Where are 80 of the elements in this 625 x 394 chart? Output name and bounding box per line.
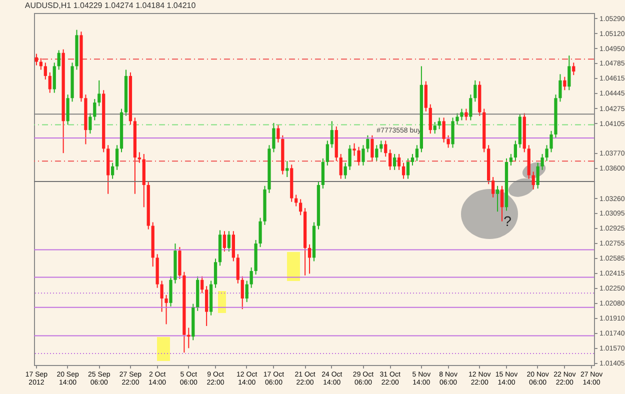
candlestick (245, 280, 248, 303)
candlestick (57, 50, 60, 70)
candlestick (532, 171, 535, 190)
candlestick (352, 142, 356, 156)
candlestick (375, 144, 378, 162)
candlestick (98, 80, 101, 107)
candlestick (276, 124, 280, 143)
candlestick (250, 266, 253, 288)
candlestick (321, 158, 325, 190)
candlestick (545, 144, 548, 162)
candlestick (410, 153, 414, 166)
candlestick (572, 62, 576, 76)
candlestick (496, 185, 500, 212)
candlestick (232, 230, 235, 262)
candlestick (464, 108, 468, 121)
candlestick (370, 134, 374, 162)
candlestick (348, 144, 352, 170)
candlestick (88, 112, 92, 134)
candlestick (52, 62, 56, 94)
annotation: ? (502, 212, 512, 231)
candlestick (424, 80, 428, 112)
candlestick (160, 280, 164, 312)
candlestick (344, 162, 347, 180)
candlestick (469, 94, 472, 121)
candlestick (451, 117, 454, 148)
candlestick (357, 146, 360, 166)
candlestick (415, 144, 419, 162)
candlestick (460, 108, 464, 121)
candlestick (474, 80, 477, 102)
candlestick (456, 112, 459, 126)
candlestick (330, 120, 334, 148)
candlestick (308, 244, 312, 274)
candlestick (433, 122, 436, 134)
candlestick (227, 230, 231, 252)
candlestick (380, 140, 383, 153)
candlestick (491, 176, 495, 198)
candlestick (34, 53, 38, 66)
candlestick (66, 94, 70, 126)
candlestick (388, 149, 392, 170)
candlestick (536, 162, 540, 190)
candlestick (299, 198, 302, 216)
candlestick (93, 98, 96, 121)
candlestick (442, 117, 446, 143)
candlestick (509, 153, 513, 166)
candlestick (110, 162, 114, 180)
candlestick (169, 276, 172, 307)
candlestick (514, 140, 518, 162)
candlestick (272, 122, 276, 153)
candlestick (236, 254, 240, 284)
candlestick (500, 185, 504, 222)
candlestick (397, 153, 401, 170)
candlestick (402, 162, 406, 180)
candlestick (384, 140, 388, 158)
candlestick (115, 144, 119, 170)
candlestick (44, 62, 47, 80)
candlestick (258, 217, 262, 248)
candlestick (48, 72, 52, 94)
candlestick (568, 55, 571, 91)
candlestick (558, 74, 562, 102)
candlestick (438, 117, 441, 130)
candlestick (563, 76, 566, 91)
candlestick (540, 153, 544, 170)
candlestick (339, 153, 342, 180)
candlestick (550, 130, 553, 153)
candlestick (406, 158, 410, 180)
candlestick (286, 160, 289, 178)
candlestick (428, 104, 432, 134)
candlestick (138, 152, 141, 164)
candlestick (222, 230, 226, 252)
candlestick (214, 258, 218, 288)
candlestick (240, 276, 244, 310)
candlestick (362, 144, 365, 166)
candlestick (446, 134, 450, 148)
candlestick (164, 294, 168, 325)
candlestick (326, 140, 329, 166)
candlestick (366, 134, 370, 153)
candlestick (205, 286, 208, 326)
candlestick (393, 153, 396, 170)
candlestick (200, 276, 204, 294)
chart-title: AUDUSD,H1 1.04229 1.04274 1.04184 1.04210 (24, 1, 196, 10)
